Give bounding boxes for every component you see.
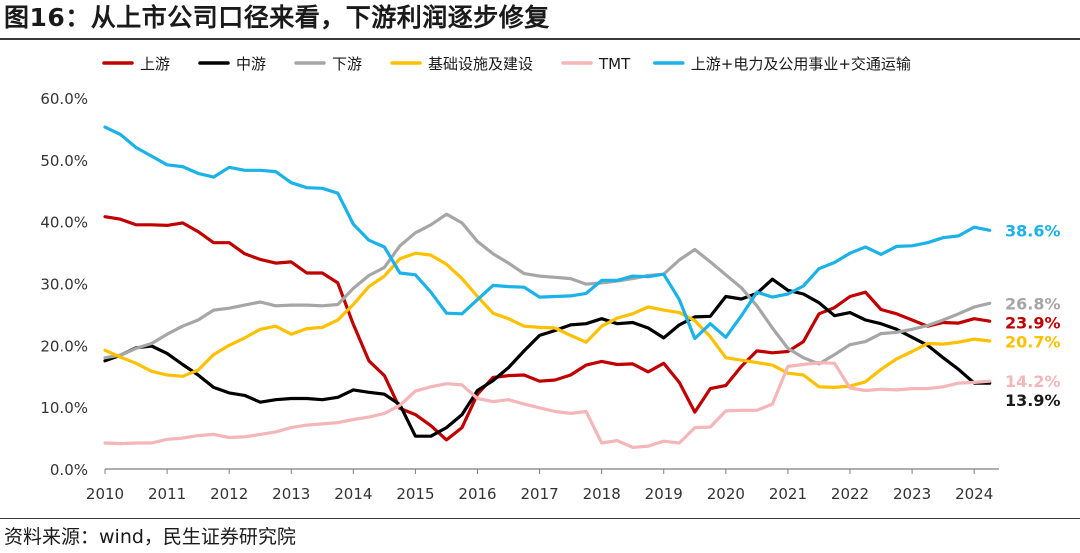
x-tick-label: 2011 [148, 485, 186, 503]
x-tick-label: 2019 [645, 485, 683, 503]
series-line-1 [103, 277, 992, 438]
x-tick-label: 2016 [458, 485, 496, 503]
source-divider [0, 518, 1080, 519]
x-tick-label: 2024 [955, 485, 993, 503]
series-line-0 [103, 215, 992, 442]
legend-item-2: 下游 [294, 55, 362, 73]
x-tick-label: 2023 [893, 485, 931, 503]
legend-label: 基础设施及建设 [428, 55, 533, 73]
legend-item-3: 基础设施及建设 [390, 55, 533, 73]
y-tick-label: 20.0% [40, 337, 88, 355]
legend-item-1: 中游 [198, 55, 266, 73]
end-label-1: 13.9% [1005, 391, 1061, 410]
y-tick-label: 60.0% [40, 90, 88, 108]
end-label-2: 26.8% [1005, 294, 1061, 313]
y-tick-label: 50.0% [40, 152, 88, 170]
legend-label: TMT [598, 55, 631, 73]
legend-label: 中游 [236, 55, 266, 73]
end-label-0: 23.9% [1005, 313, 1061, 332]
end-label-4: 14.2% [1005, 372, 1061, 391]
x-tick-label: 2015 [396, 485, 434, 503]
x-tick-label: 2010 [86, 485, 124, 503]
source-note: 资料来源：wind，民生证券研究院 [4, 526, 296, 548]
y-tick-label: 0.0% [50, 461, 88, 479]
legend-label: 上游+电力及公用事业+交通运输 [691, 55, 911, 73]
chart-legend: 上游 中游 下游 基础设施及建设 TMT 上游+电力及公用事业+交通运输 [102, 55, 911, 73]
legend-item-0: 上游 [102, 55, 170, 73]
title-divider [0, 38, 1080, 40]
x-tick-label: 2021 [769, 485, 807, 503]
legend-label: 下游 [332, 55, 362, 73]
series-lines [103, 125, 992, 449]
y-tick-label: 30.0% [40, 276, 88, 294]
figure-title: 图16：从上市公司口径来看，下游利润逐步修复 [4, 3, 550, 32]
end-label-5: 38.6% [1005, 221, 1061, 240]
x-tick-label: 2014 [334, 485, 372, 503]
y-tick-label: 10.0% [40, 399, 88, 417]
end-label-3: 20.7% [1005, 332, 1061, 351]
series-line-2 [103, 212, 992, 366]
series-line-5 [103, 125, 992, 341]
x-axis: 2010 2011 2012 2013 2014 2015 2016 2017 2018 2019… [86, 468, 999, 503]
y-axis: 0.0% 10.0% 20.0% 30.0% 40.0% 50.0% 60.0% [40, 90, 88, 479]
x-tick-label: 2020 [707, 485, 745, 503]
x-tick-label: 2017 [520, 485, 558, 503]
legend-item-5: 上游+电力及公用事业+交通运输 [653, 55, 911, 73]
series-line-3 [103, 251, 992, 389]
x-tick-label: 2022 [831, 485, 869, 503]
x-tick-label: 2013 [272, 485, 310, 503]
legend-label: 上游 [140, 55, 170, 73]
x-tick-label: 2018 [583, 485, 621, 503]
x-tick-label: 2012 [210, 485, 248, 503]
series-line-4 [103, 361, 992, 449]
legend-item-4: TMT [561, 55, 631, 73]
y-tick-label: 40.0% [40, 214, 88, 232]
end-labels: 38.6% 26.8%23.9%20.7% 14.2%13.9% [1005, 221, 1061, 410]
